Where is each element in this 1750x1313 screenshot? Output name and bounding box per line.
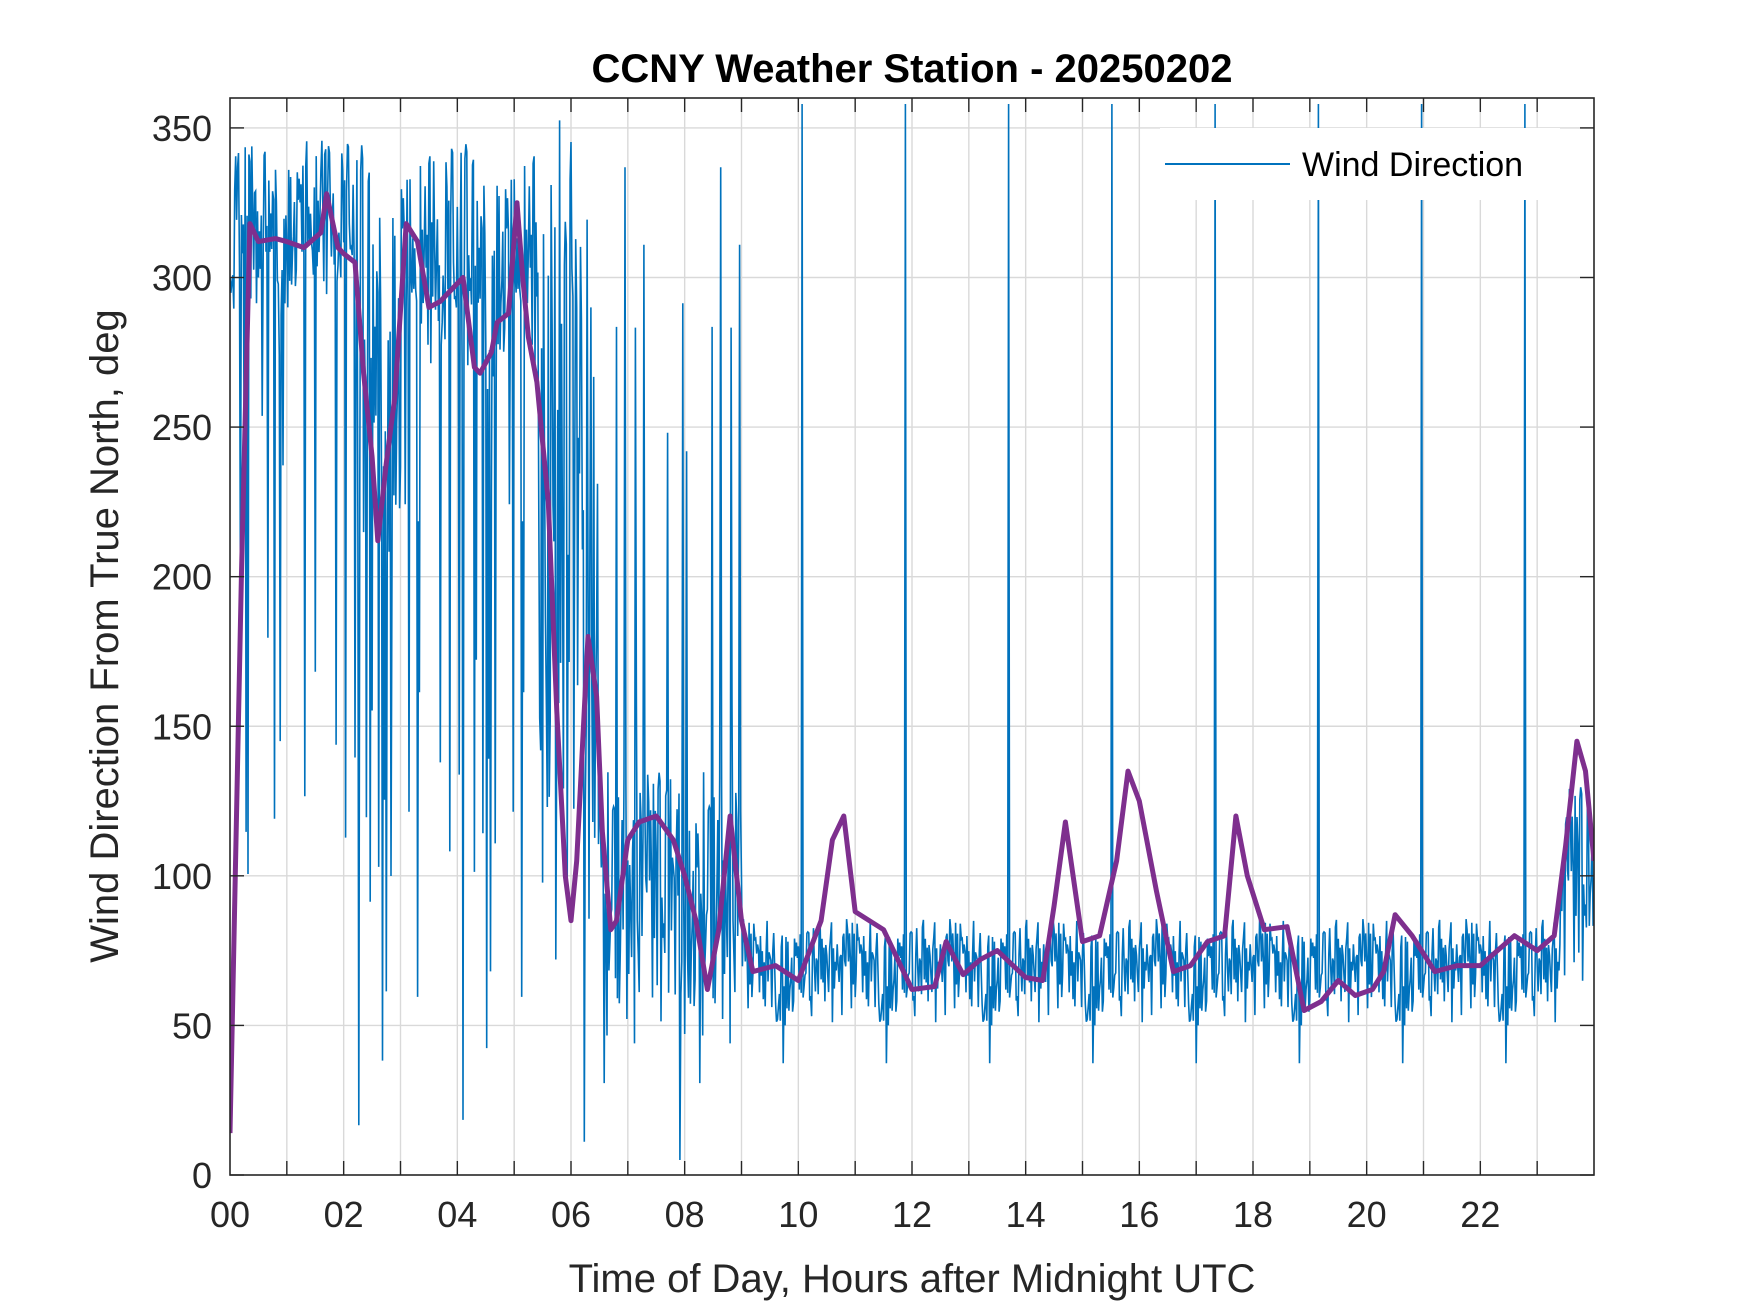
y-tick-label: 100 <box>152 856 212 897</box>
x-tick-label: 04 <box>437 1194 477 1235</box>
y-axis-label: Wind Direction From True North, deg <box>83 309 127 963</box>
y-tick-label: 150 <box>152 706 212 747</box>
x-tick-label: 16 <box>1119 1194 1159 1235</box>
legend: Wind Direction <box>1160 128 1560 200</box>
legend-label-wind-direction: Wind Direction <box>1302 146 1523 184</box>
y-tick-label: 50 <box>172 1005 212 1046</box>
x-tick-label: 14 <box>1006 1194 1046 1235</box>
x-tick-label: 22 <box>1460 1194 1500 1235</box>
x-tick-label: 06 <box>551 1194 591 1235</box>
y-tick-label: 250 <box>152 407 212 448</box>
series-line-wind-direction <box>230 103 1594 1161</box>
chart-title: CCNY Weather Station - 20250202 <box>592 47 1233 91</box>
x-axis-label: Time of Day, Hours after Midnight UTC <box>569 1257 1256 1301</box>
y-tick-label: 300 <box>152 258 212 299</box>
axis-ticks: 0 50 100 150 200 250 300 350 00 02 04 06 08 10 12 14 16 1… <box>152 98 1594 1235</box>
x-tick-label: 10 <box>778 1194 818 1235</box>
y-tick-label: 0 <box>192 1155 212 1196</box>
x-tick-label: 08 <box>665 1194 705 1235</box>
x-tick-label: 12 <box>892 1194 932 1235</box>
x-tick-label: 02 <box>324 1194 364 1235</box>
y-tick-label: 350 <box>152 108 212 149</box>
x-tick-label: 20 <box>1347 1194 1387 1235</box>
y-tick-label: 200 <box>152 557 212 598</box>
series-line-running-average <box>230 191 1594 1134</box>
x-tick-label: 18 <box>1233 1194 1273 1235</box>
x-tick-label: 00 <box>210 1194 250 1235</box>
